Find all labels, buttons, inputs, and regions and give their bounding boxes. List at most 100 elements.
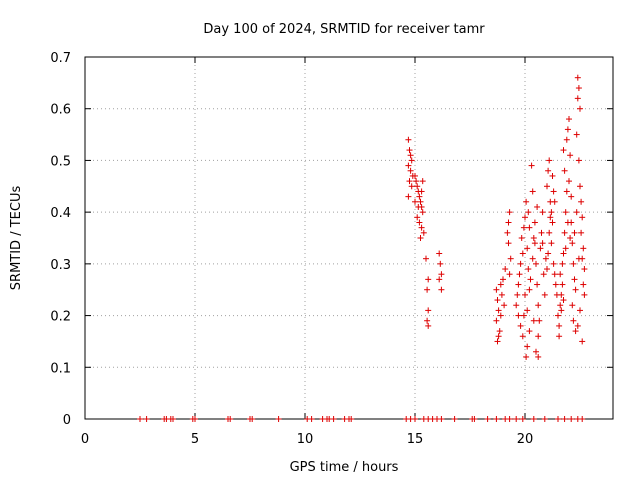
data-point (579, 416, 586, 422)
data-point (534, 203, 541, 210)
data-point (577, 307, 583, 314)
data-point (548, 240, 555, 247)
data-point (405, 162, 412, 169)
data-point (423, 255, 429, 262)
data-point (551, 271, 558, 278)
data-point (566, 116, 572, 123)
data-point (227, 416, 234, 422)
data-point (559, 260, 566, 267)
data-point (506, 271, 513, 278)
data-point (572, 328, 579, 335)
data-point (575, 157, 582, 164)
y-tick-label: 0.1 (50, 361, 71, 376)
data-point (520, 312, 527, 319)
data-point (561, 416, 568, 422)
data-point (143, 416, 150, 422)
data-point (497, 312, 504, 319)
data-point (517, 322, 524, 329)
data-point (330, 416, 337, 422)
chart-title: Day 100 of 2024, SRMTID for receiver tam… (203, 22, 485, 37)
data-point (523, 353, 530, 360)
data-point (408, 183, 415, 190)
data-point (520, 224, 527, 231)
data-point (436, 276, 443, 283)
data-point (535, 302, 542, 309)
data-point (519, 250, 526, 257)
data-point (580, 245, 587, 252)
data-point (548, 209, 555, 216)
data-point (541, 291, 548, 298)
data-point (578, 198, 585, 205)
data-point (578, 229, 585, 236)
y-tick-label: 0.3 (50, 258, 71, 273)
data-point (549, 219, 556, 226)
data-point (413, 178, 420, 185)
data-point (574, 95, 581, 102)
data-point (558, 307, 565, 314)
data-point (524, 307, 531, 314)
data-point (516, 271, 523, 278)
data-point (517, 260, 524, 267)
data-point (420, 229, 427, 236)
data-point (526, 224, 533, 231)
data-point (544, 266, 550, 273)
data-point (570, 260, 577, 267)
data-point (525, 209, 532, 216)
data-point (541, 416, 548, 422)
data-point (412, 172, 418, 179)
data-point (514, 291, 521, 298)
data-point (498, 291, 505, 298)
y-tick-label: 0.6 (50, 103, 71, 118)
data-point (540, 271, 547, 278)
data-point (544, 183, 550, 190)
x-tick-label: 0 (81, 432, 89, 447)
data-point (414, 214, 421, 221)
data-point (308, 416, 315, 422)
data-point (533, 260, 539, 267)
data-point (568, 416, 575, 422)
data-point (547, 214, 554, 221)
data-point (556, 333, 563, 340)
data-point (530, 235, 537, 241)
data-point (559, 281, 566, 288)
data-point (579, 214, 586, 221)
data-point (471, 416, 478, 422)
x-tick-label: 10 (297, 432, 314, 447)
data-point (418, 224, 425, 231)
data-point (494, 338, 501, 345)
data-point (568, 193, 575, 200)
data-point (497, 281, 504, 288)
data-point (529, 188, 536, 195)
data-point (530, 317, 537, 324)
axis-ticks: 0 5 10 15 20 0 0.1 0.2 0.3 0.4 0.5 0.6 0.7 (50, 51, 613, 447)
data-point (569, 302, 576, 309)
data-point (535, 353, 542, 360)
y-tick-label: 0.2 (50, 310, 71, 325)
data-point (515, 312, 522, 319)
data-point (556, 322, 563, 329)
data-point (412, 198, 418, 205)
data-point (575, 255, 582, 262)
data-point (555, 416, 561, 422)
data-point (425, 307, 432, 314)
data-point (522, 214, 528, 221)
data-point (530, 416, 537, 422)
data-point (571, 229, 578, 236)
x-tick-label: 15 (407, 432, 424, 447)
data-point (570, 317, 577, 324)
data-point (419, 209, 426, 216)
data-point (561, 229, 568, 236)
data-point (546, 229, 553, 236)
data-point (192, 416, 198, 422)
data-point (577, 183, 583, 190)
y-tick-label: 0.4 (50, 206, 71, 221)
data-point (531, 240, 538, 247)
data-point (522, 291, 528, 298)
data-point (573, 209, 580, 216)
data-point (519, 333, 526, 340)
data-point (524, 343, 531, 350)
data-point (502, 266, 509, 273)
data-point (437, 260, 444, 267)
x-tick-label: 5 (191, 432, 199, 447)
